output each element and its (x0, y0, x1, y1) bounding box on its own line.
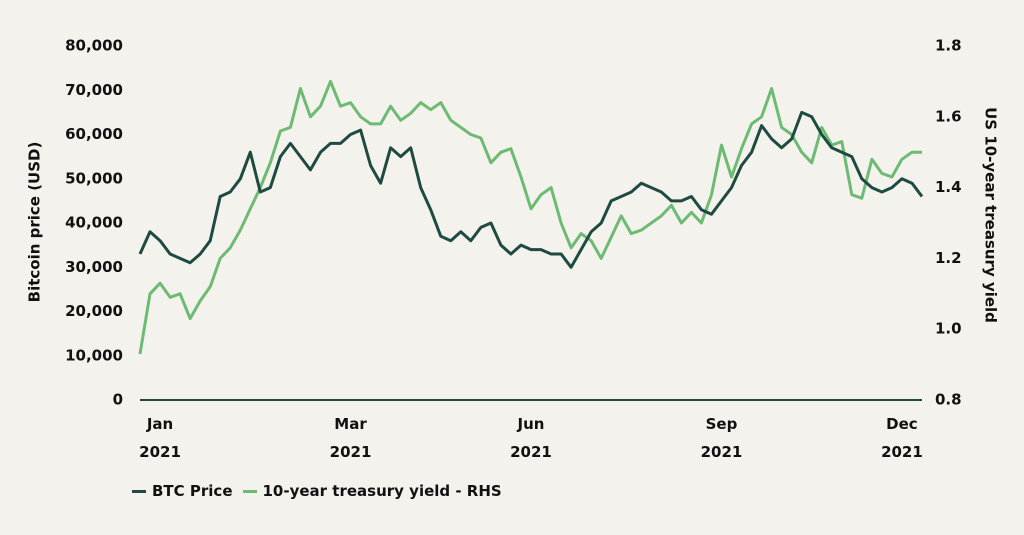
y2-tick-label: 1.8 (935, 37, 962, 55)
y2-tick-label: 1.6 (935, 107, 962, 125)
x-tick-label: Sep 2021 (700, 415, 743, 461)
legend-item: BTC Price (132, 482, 233, 500)
y2-tick-label: 1.4 (935, 178, 962, 196)
y2-tick-label: 1.2 (935, 249, 962, 267)
series-line (138, 79, 922, 355)
y-tick-label: 70,000 (65, 81, 123, 99)
x-tick-label: Mar 2021 (329, 415, 372, 461)
y-tick-label: 30,000 (65, 258, 123, 276)
legend-swatch (242, 489, 257, 493)
legend: BTC Price 10-year treasury yield - RHS (132, 482, 512, 500)
y-tick-label: 60,000 (65, 125, 123, 143)
legend-item: 10-year treasury yield - RHS (242, 482, 502, 500)
legend-label: 10-year treasury yield - RHS (262, 482, 502, 500)
x-tick-label: Dec 2021 (881, 415, 923, 461)
x-tick-label: Jun 2021 (510, 415, 552, 461)
x-tick-label: Jan 2021 (139, 415, 181, 461)
y2-tick-label: 0.8 (935, 391, 962, 409)
y-tick-label: 50,000 (65, 169, 123, 187)
y-tick-label: 0 (113, 391, 123, 409)
y2-axis-title: US 10-year treasury yield (982, 107, 1000, 323)
y-tick-label: 80,000 (65, 37, 123, 55)
y-axis-title: Bitcoin price (USD) (26, 142, 44, 303)
series-line (138, 110, 924, 269)
legend-swatch (132, 489, 146, 493)
y2-tick-label: 1.0 (935, 320, 962, 338)
y-tick-label: 20,000 (65, 302, 123, 320)
legend-label: BTC Price (152, 482, 233, 500)
y-tick-label: 40,000 (65, 214, 123, 232)
y-tick-label: 10,000 (65, 346, 123, 364)
